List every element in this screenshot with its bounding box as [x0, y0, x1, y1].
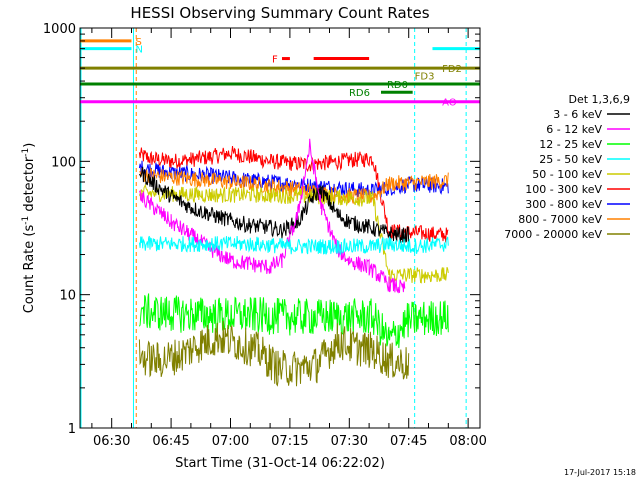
y-tick-label: 10 [59, 289, 76, 304]
series-trace [138, 293, 449, 349]
flag-label-n: N [135, 45, 142, 56]
plot-lines-layer [80, 28, 467, 428]
legend-entry-label: 800 - 7000 keV [518, 213, 602, 226]
x-tick-label: 07:15 [271, 434, 308, 449]
legend-entry-label: 6 - 12 keV [546, 123, 602, 136]
series-trace [138, 235, 449, 256]
x-tick-label: 07:00 [212, 434, 249, 449]
flag-bars-layer: SN FD2 FD3 RD0 RD6 AO F [80, 37, 480, 109]
legend-entry-label: 25 - 50 keV [539, 153, 602, 166]
plot-frame [79, 27, 481, 429]
legend-entry-label: 50 - 100 keV [532, 168, 602, 181]
x-tick-label: 07:30 [331, 434, 368, 449]
series-trace [138, 138, 406, 294]
legend-entry-label: 100 - 300 keV [525, 183, 602, 196]
date-stamp: 17-Jul-2017 15:18 [564, 468, 636, 477]
x-tick-label: 06:30 [93, 434, 130, 449]
y-tick-label: 100 [51, 155, 76, 170]
y-tick-label: 1 [68, 422, 76, 437]
x-axis-label: Start Time (31-Oct-14 06:22:02) [175, 456, 385, 471]
flag-label-ao: AO [442, 98, 457, 109]
flag-label-rd6: RD6 [349, 88, 370, 99]
legend-entry-label: 7000 - 20000 keV [504, 228, 602, 241]
legend-entry-label: 300 - 800 keV [525, 198, 602, 211]
y-tick-label: 1000 [43, 22, 76, 37]
legend-title: Det 1,3,6,9 [568, 93, 630, 106]
x-tick-label: 08:00 [449, 434, 486, 449]
flag-label-fd3: FD3 [415, 72, 435, 83]
y-axis-label: Count Rate (s-1 detector-1) [21, 143, 37, 314]
legend: Det 1,3,6,9 3 - 6 keV 6 - 12 keV 12 - 25 ke… [504, 93, 630, 241]
series-trace [138, 166, 410, 244]
axes-layer: 1 10 100 1000 06:30 06:45 07:00 07:15 07:30 07:45… [43, 22, 487, 449]
flag-label-rd0: RD0 [387, 80, 408, 91]
legend-entry-label: 3 - 6 keV [553, 108, 602, 121]
series-trace [139, 167, 449, 204]
chart-title: HESSI Observing Summary Count Rates [130, 4, 429, 22]
flag-label-f: F [272, 55, 278, 66]
flag-label-fd2: FD2 [442, 64, 462, 75]
legend-entry-label: 12 - 25 keV [539, 138, 602, 151]
flag-label-s: S [135, 37, 141, 48]
x-tick-label: 07:45 [390, 434, 427, 449]
series-traces-layer [138, 138, 449, 387]
x-tick-label: 06:45 [152, 434, 189, 449]
series-trace [138, 320, 410, 387]
